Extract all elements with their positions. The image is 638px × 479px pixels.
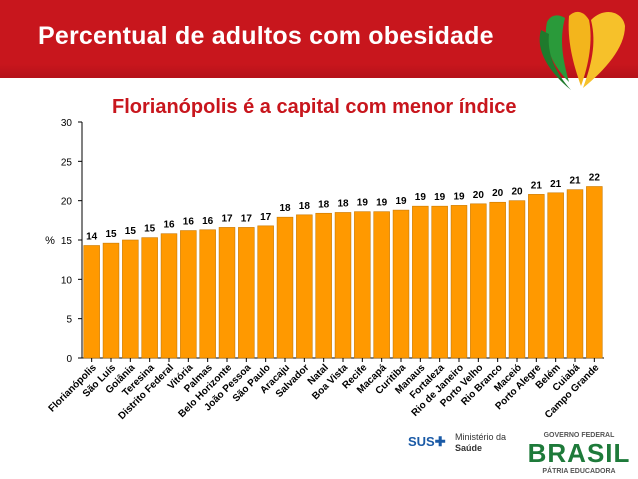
bar <box>238 227 255 359</box>
data-label: 21 <box>569 176 581 187</box>
data-label: 22 <box>589 173 601 184</box>
bar <box>160 233 178 359</box>
bar <box>586 186 603 359</box>
bar <box>257 225 274 359</box>
bar <box>470 203 487 359</box>
bar <box>508 200 526 359</box>
bar <box>218 227 236 359</box>
y-tick-label: 20 <box>61 197 73 208</box>
ministerio-saude-logo: Ministério da Saúde <box>455 432 507 453</box>
bar <box>547 192 564 359</box>
data-label: 19 <box>415 192 427 203</box>
bar <box>122 239 139 359</box>
data-label: 17 <box>241 213 253 224</box>
bar <box>102 242 120 359</box>
data-label: 21 <box>550 179 562 190</box>
chart-subtitle: Florianópolis é a capital com menor índi… <box>112 96 517 118</box>
data-label: 18 <box>337 198 349 209</box>
data-label: 18 <box>318 199 330 210</box>
data-label: 17 <box>260 212 272 223</box>
data-label: 18 <box>299 201 311 212</box>
y-axis-label: % <box>45 235 55 247</box>
svg-text:BRASIL: BRASIL <box>528 438 631 468</box>
bar <box>276 216 294 359</box>
bar <box>83 245 100 359</box>
data-label: 15 <box>144 224 156 235</box>
data-label: 16 <box>202 216 214 227</box>
data-label: 19 <box>434 192 446 203</box>
bar <box>566 189 584 359</box>
bar <box>528 194 545 359</box>
data-label: 20 <box>511 187 523 198</box>
bar <box>296 214 313 359</box>
bar <box>412 205 429 359</box>
bar <box>199 229 216 359</box>
y-tick-label: 0 <box>66 354 72 365</box>
data-label: 19 <box>376 198 388 209</box>
title-bar <box>0 0 638 78</box>
data-label: 19 <box>453 191 465 202</box>
y-tick-label: 15 <box>61 236 73 247</box>
bar <box>315 212 332 359</box>
data-label: 17 <box>221 213 233 224</box>
data-label: 16 <box>183 217 195 228</box>
governo-federal-brasil-logo: GOVERNO FEDERAL BRASIL PÁTRIA EDUCADORA <box>528 432 631 475</box>
sus-logo: SUS✚ <box>408 434 446 449</box>
bar <box>373 211 390 359</box>
bar <box>392 209 410 359</box>
bar <box>354 211 371 359</box>
footer-logos: SUS✚ Ministério da Saúde GOVERNO FEDERAL… <box>400 420 638 479</box>
data-label: 21 <box>531 180 543 191</box>
bar <box>180 230 197 359</box>
data-label: 19 <box>395 196 407 207</box>
heart-logo-icon <box>539 11 625 90</box>
y-tick-label: 25 <box>61 157 73 168</box>
data-label: 15 <box>105 229 117 240</box>
data-label: 14 <box>86 232 98 243</box>
bar <box>141 237 158 359</box>
page-title: Percentual de adultos com obesidade <box>38 22 494 50</box>
data-label: 16 <box>163 220 175 231</box>
bar <box>450 205 468 359</box>
svg-text:PÁTRIA EDUCADORA: PÁTRIA EDUCADORA <box>542 466 615 475</box>
data-label: 15 <box>125 226 137 237</box>
y-tick-label: 10 <box>61 275 73 286</box>
svg-text:GOVERNO FEDERAL: GOVERNO FEDERAL <box>544 432 616 439</box>
data-label: 18 <box>279 203 291 214</box>
data-label: 19 <box>357 198 369 209</box>
y-tick-label: 30 <box>61 118 73 129</box>
bar <box>489 201 506 359</box>
data-label: 20 <box>492 188 504 199</box>
y-tick-label: 5 <box>66 315 72 326</box>
bar <box>431 205 448 359</box>
data-label: 20 <box>473 190 485 201</box>
bar <box>334 212 352 359</box>
